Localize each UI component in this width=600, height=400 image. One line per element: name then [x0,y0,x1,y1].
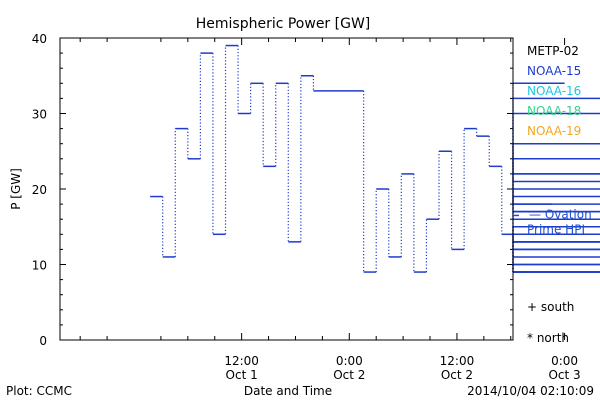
x-tick-date: Oct 2 [333,368,365,382]
hemisphere-markers: + south * north [527,300,574,345]
x-tick-time: 0:00 [551,354,578,368]
x-tick-date: Oct 2 [441,368,473,382]
series-layer [150,44,600,273]
legend-entry: NOAA-15 [527,64,581,78]
y-axis-label: P [GW] [9,168,23,210]
y-tick-label: 40 [32,32,47,46]
x-tick-time: 12:00 [440,354,475,368]
x-tick-date: Oct 1 [226,368,258,382]
y-tick-label: 10 [32,259,47,273]
hemisphere-marker: * north [527,331,569,345]
legend: METP-02 NOAA-15 NOAA-16 NOAA-18 NOAA-19 [527,44,581,138]
legend-entry: NOAA-18 [527,104,581,118]
ovation-label-2: Prime HPI [527,222,585,236]
hemisphere-marker: + south [527,300,574,314]
plot-timestamp: 2014/10/04 02:10:09 [467,384,594,398]
legend-entry: NOAA-16 [527,84,581,98]
plot-credit: Plot: CCMC [6,384,72,398]
legend-entry: NOAA-19 [527,124,581,138]
y-tick-label: 30 [32,108,47,122]
ovation-label: — Ovation [529,207,592,221]
y-tick-label: 0 [39,334,47,348]
legend-entry: METP-02 [527,44,579,58]
plot-frame [59,37,514,341]
x-tick-time: 12:00 [224,354,259,368]
x-tick-date: Oct 3 [548,368,580,382]
chart-title: Hemispheric Power [GW] [196,16,371,32]
x-axis-label: Date and Time [244,384,332,398]
x-tick-time: 0:00 [336,354,363,368]
y-tick-label: 20 [32,183,47,197]
